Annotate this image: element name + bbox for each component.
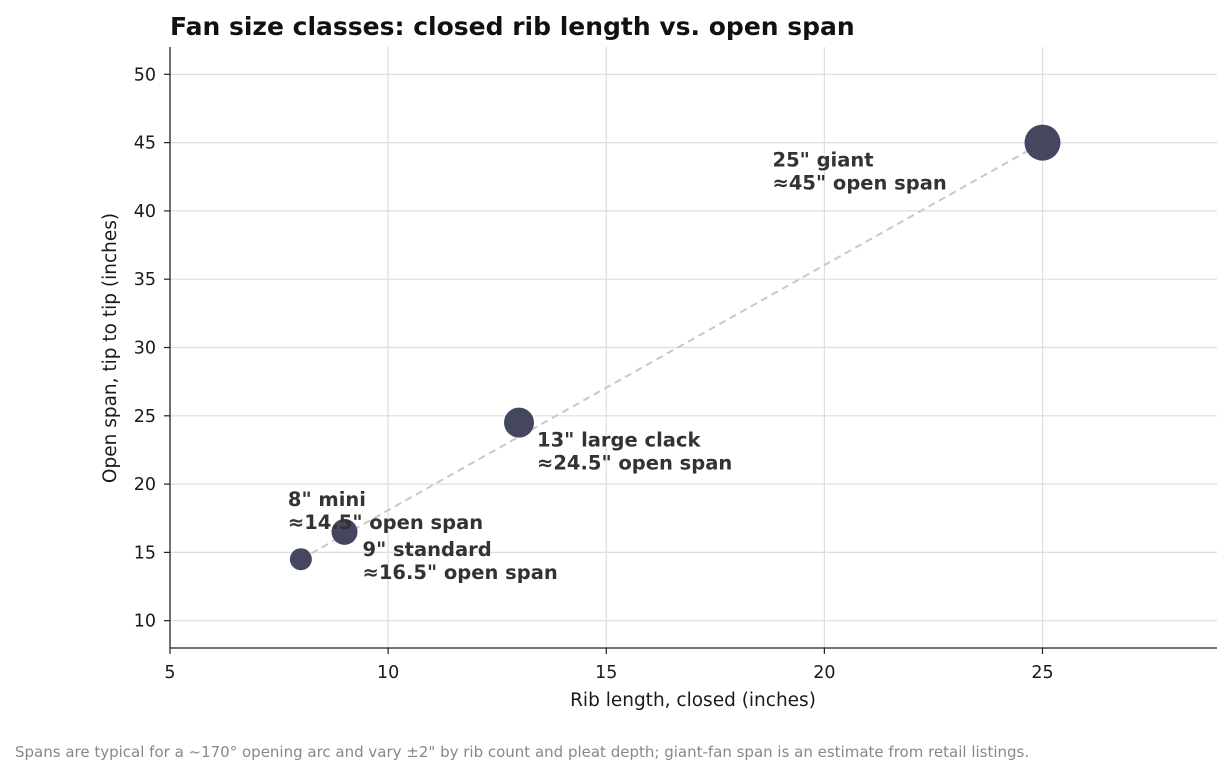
data-point: [504, 407, 534, 438]
trend-line: [300, 141, 1043, 561]
footnote: Spans are typical for a ~170° opening ar…: [15, 743, 1029, 761]
y-tick-label: 50: [134, 65, 156, 85]
point-label-line: ≈16.5" open span: [363, 561, 558, 584]
point-label: 25" giant ≈45" open span: [773, 149, 947, 195]
y-tick-label: 35: [134, 270, 156, 290]
data-points: [289, 124, 1061, 571]
point-label-line: ≈14.5" open span: [288, 511, 483, 534]
y-axis-label: Open span, tip to tip (inches): [100, 213, 121, 483]
y-tick-label: 45: [134, 134, 156, 154]
y-tick-label: 20: [134, 475, 156, 495]
y-tick-label: 10: [134, 612, 156, 632]
axes: 5 10 15 20 25 10 15 20 25 30 35 40 45 50: [134, 47, 1217, 683]
grid-lines: [170, 47, 1217, 648]
x-tick-label: 5: [164, 663, 175, 683]
y-tick-label: 30: [134, 339, 156, 359]
data-point: [289, 548, 312, 571]
point-label-line: 25" giant: [773, 149, 874, 172]
x-axis-label: Rib length, closed (inches): [570, 690, 816, 711]
y-tick-label: 15: [134, 543, 156, 563]
chart-title: Fan size classes: closed rib length vs. …: [170, 12, 855, 41]
x-tick-label: 20: [813, 663, 835, 683]
data-point: [331, 518, 358, 545]
data-point: [1024, 124, 1061, 161]
point-label-line: 13" large clack: [537, 429, 701, 452]
point-label: 8" mini ≈14.5" open span: [288, 488, 483, 534]
point-label-line: ≈24.5" open span: [537, 452, 732, 475]
x-tick-label: 25: [1031, 663, 1053, 683]
point-label-line: 8" mini: [288, 488, 366, 511]
point-label: 13" large clack ≈24.5" open span: [537, 429, 732, 475]
point-label-line: ≈45" open span: [773, 172, 947, 195]
x-tick-label: 15: [595, 663, 617, 683]
trend-line-group: [300, 141, 1043, 561]
x-tick-label: 10: [377, 663, 399, 683]
y-tick-label: 25: [134, 407, 156, 427]
point-label: 9" standard ≈16.5" open span: [363, 538, 558, 584]
point-label-line: 9" standard: [363, 538, 492, 561]
y-tick-label: 40: [134, 202, 156, 222]
